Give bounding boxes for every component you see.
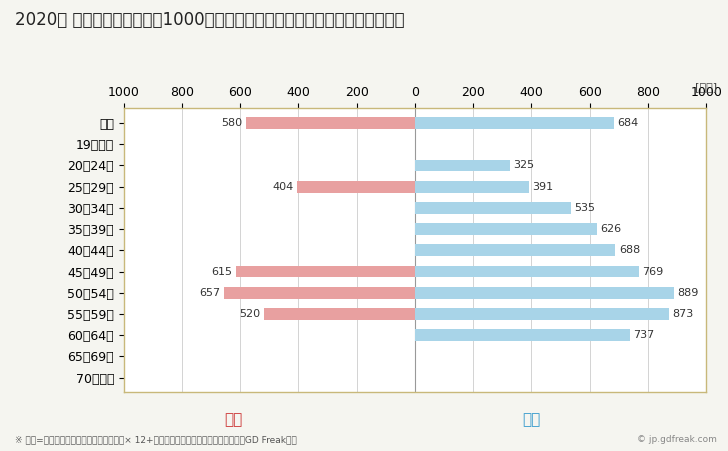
Text: 626: 626 [601,224,622,234]
Text: 889: 889 [677,288,699,298]
Bar [236,266,415,277]
Bar [415,181,529,193]
Bar [415,223,597,235]
Text: 769: 769 [642,267,664,276]
Text: 873: 873 [673,309,694,319]
Text: 325: 325 [513,161,534,170]
Bar [223,287,415,299]
Bar [415,244,615,256]
Text: 657: 657 [199,288,220,298]
Text: [万円]: [万円] [695,83,717,92]
Text: © jp.gdfreak.com: © jp.gdfreak.com [637,435,717,444]
Text: 737: 737 [633,330,654,340]
Bar [415,117,614,129]
Bar [415,160,510,171]
Text: 615: 615 [211,267,232,276]
Bar [297,181,415,193]
Text: 2020年 民間企業（従業者数1000人以上）フルタイム労働者の男女別平均年収: 2020年 民間企業（従業者数1000人以上）フルタイム労働者の男女別平均年収 [15,11,404,29]
Bar [415,287,674,299]
Bar [415,308,669,320]
Text: ※ 年収=「きまって支給する現金給与額」× 12+「年間賞与その他特別給与額」としてGD Freak推計: ※ 年収=「きまって支給する現金給与額」× 12+「年間賞与その他特別給与額」と… [15,435,296,444]
Text: 男性: 男性 [522,412,541,427]
Bar [415,202,571,214]
Text: 391: 391 [532,182,553,192]
Text: 684: 684 [617,118,639,128]
Bar [415,329,630,341]
Bar [415,266,639,277]
Bar [246,117,415,129]
Text: 女性: 女性 [223,412,242,427]
Text: 520: 520 [239,309,260,319]
Text: 688: 688 [619,245,640,255]
Text: 580: 580 [221,118,242,128]
Text: 535: 535 [574,203,596,213]
Bar [264,308,415,320]
Text: 404: 404 [272,182,294,192]
